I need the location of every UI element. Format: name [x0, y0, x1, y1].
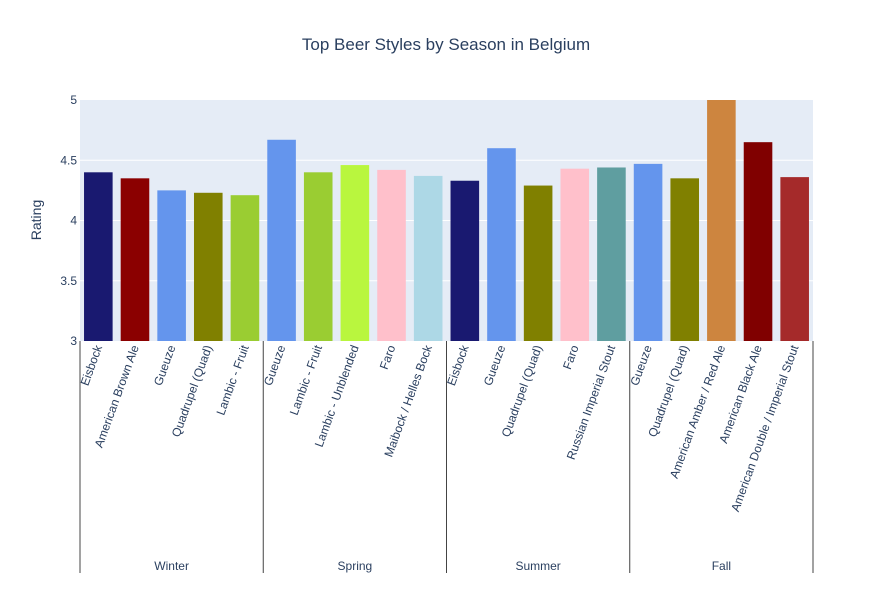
y-tick-label: 3.5 [60, 274, 77, 288]
bar [670, 178, 700, 341]
bar [707, 100, 736, 341]
bar [523, 185, 553, 341]
y-tick-label: 3 [70, 334, 77, 348]
bar [597, 167, 626, 341]
y-axis-title: Rating [28, 200, 44, 240]
bar [157, 190, 186, 341]
group-label: Spring [338, 559, 373, 573]
y-tick-label: 4.5 [60, 153, 77, 167]
bar [743, 142, 773, 341]
bar [340, 165, 370, 341]
bar [633, 163, 663, 341]
group-label: Fall [712, 559, 731, 573]
bar [560, 168, 590, 341]
bar [780, 177, 809, 341]
bar [377, 169, 406, 341]
bar [230, 195, 260, 341]
bar [487, 148, 516, 341]
group-label: Winter [154, 559, 189, 573]
bar [84, 172, 113, 341]
group-label: Summer [515, 559, 560, 573]
y-tick-label: 4 [70, 214, 77, 228]
bar [303, 172, 333, 341]
bar [450, 180, 480, 341]
bar [120, 178, 150, 341]
chart-title: Top Beer Styles by Season in Belgium [302, 35, 590, 54]
y-tick-label: 5 [70, 93, 77, 107]
bar [193, 192, 223, 341]
bar [267, 139, 296, 341]
bar [413, 175, 443, 341]
